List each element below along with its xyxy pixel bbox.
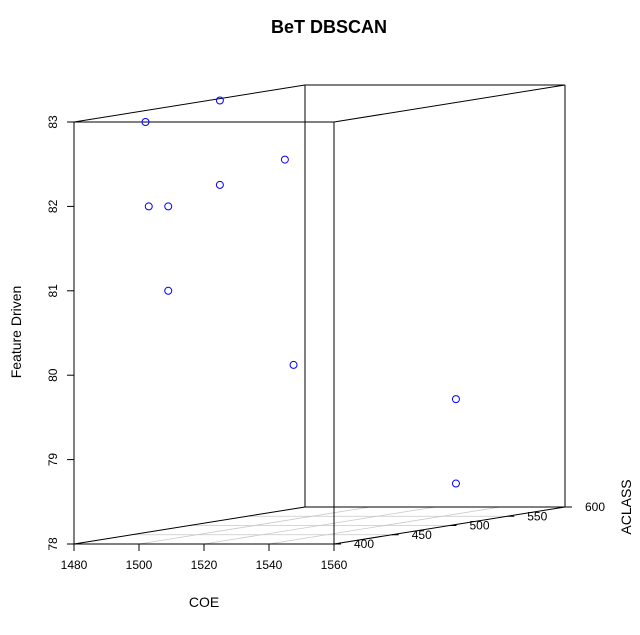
z-axis: 78 79 80 81 82 83 [46,115,74,551]
x-tick-label-4: 1560 [321,558,348,572]
z-tick-label-3: 81 [46,284,60,298]
z-tick-label-4: 82 [46,199,60,213]
floor-grid [73,506,566,545]
y-tick-label-3: 550 [527,509,547,523]
x-axis-title: COE [189,594,219,610]
y-axis-title: ACLASS [618,479,634,534]
data-point-7 [289,360,298,369]
z-axis-title: Feature Driven [8,286,24,379]
data-point-0 [141,118,150,126]
y-tick-label-1: 450 [412,528,432,542]
data-point-9 [451,479,460,488]
data-point-4 [215,180,224,189]
data-point-5 [215,96,224,105]
box-edge-10 [73,506,306,545]
z-tick-label-2: 80 [46,368,60,382]
data-points [141,96,460,488]
x-tick-label-0: 1480 [61,558,88,572]
data-point-8 [451,395,460,404]
y-tick-label-2: 500 [470,519,490,533]
z-tick-label-5: 83 [46,115,60,129]
data-point-2 [164,202,173,211]
x-tick-label-3: 1540 [256,558,283,572]
box-edge-9 [333,84,566,123]
x-axis: 1480 1500 1520 1540 1560 [61,544,348,572]
y-axis: 400 450 500 550 600 [334,500,605,551]
y-tick-label-0: 400 [354,537,374,551]
chart-title: BeT DBSCAN [271,17,387,37]
z-tick-label-1: 79 [46,453,60,467]
x-tick-label-1: 1500 [126,558,153,572]
box-edge-8 [73,84,306,123]
x-tick-label-2: 1520 [191,558,218,572]
plot-box [73,84,566,545]
data-point-1 [144,202,153,211]
z-tick-label-0: 78 [46,537,60,551]
data-point-3 [164,286,173,295]
data-point-6 [280,155,289,164]
y-tick-label-4: 600 [585,500,605,514]
